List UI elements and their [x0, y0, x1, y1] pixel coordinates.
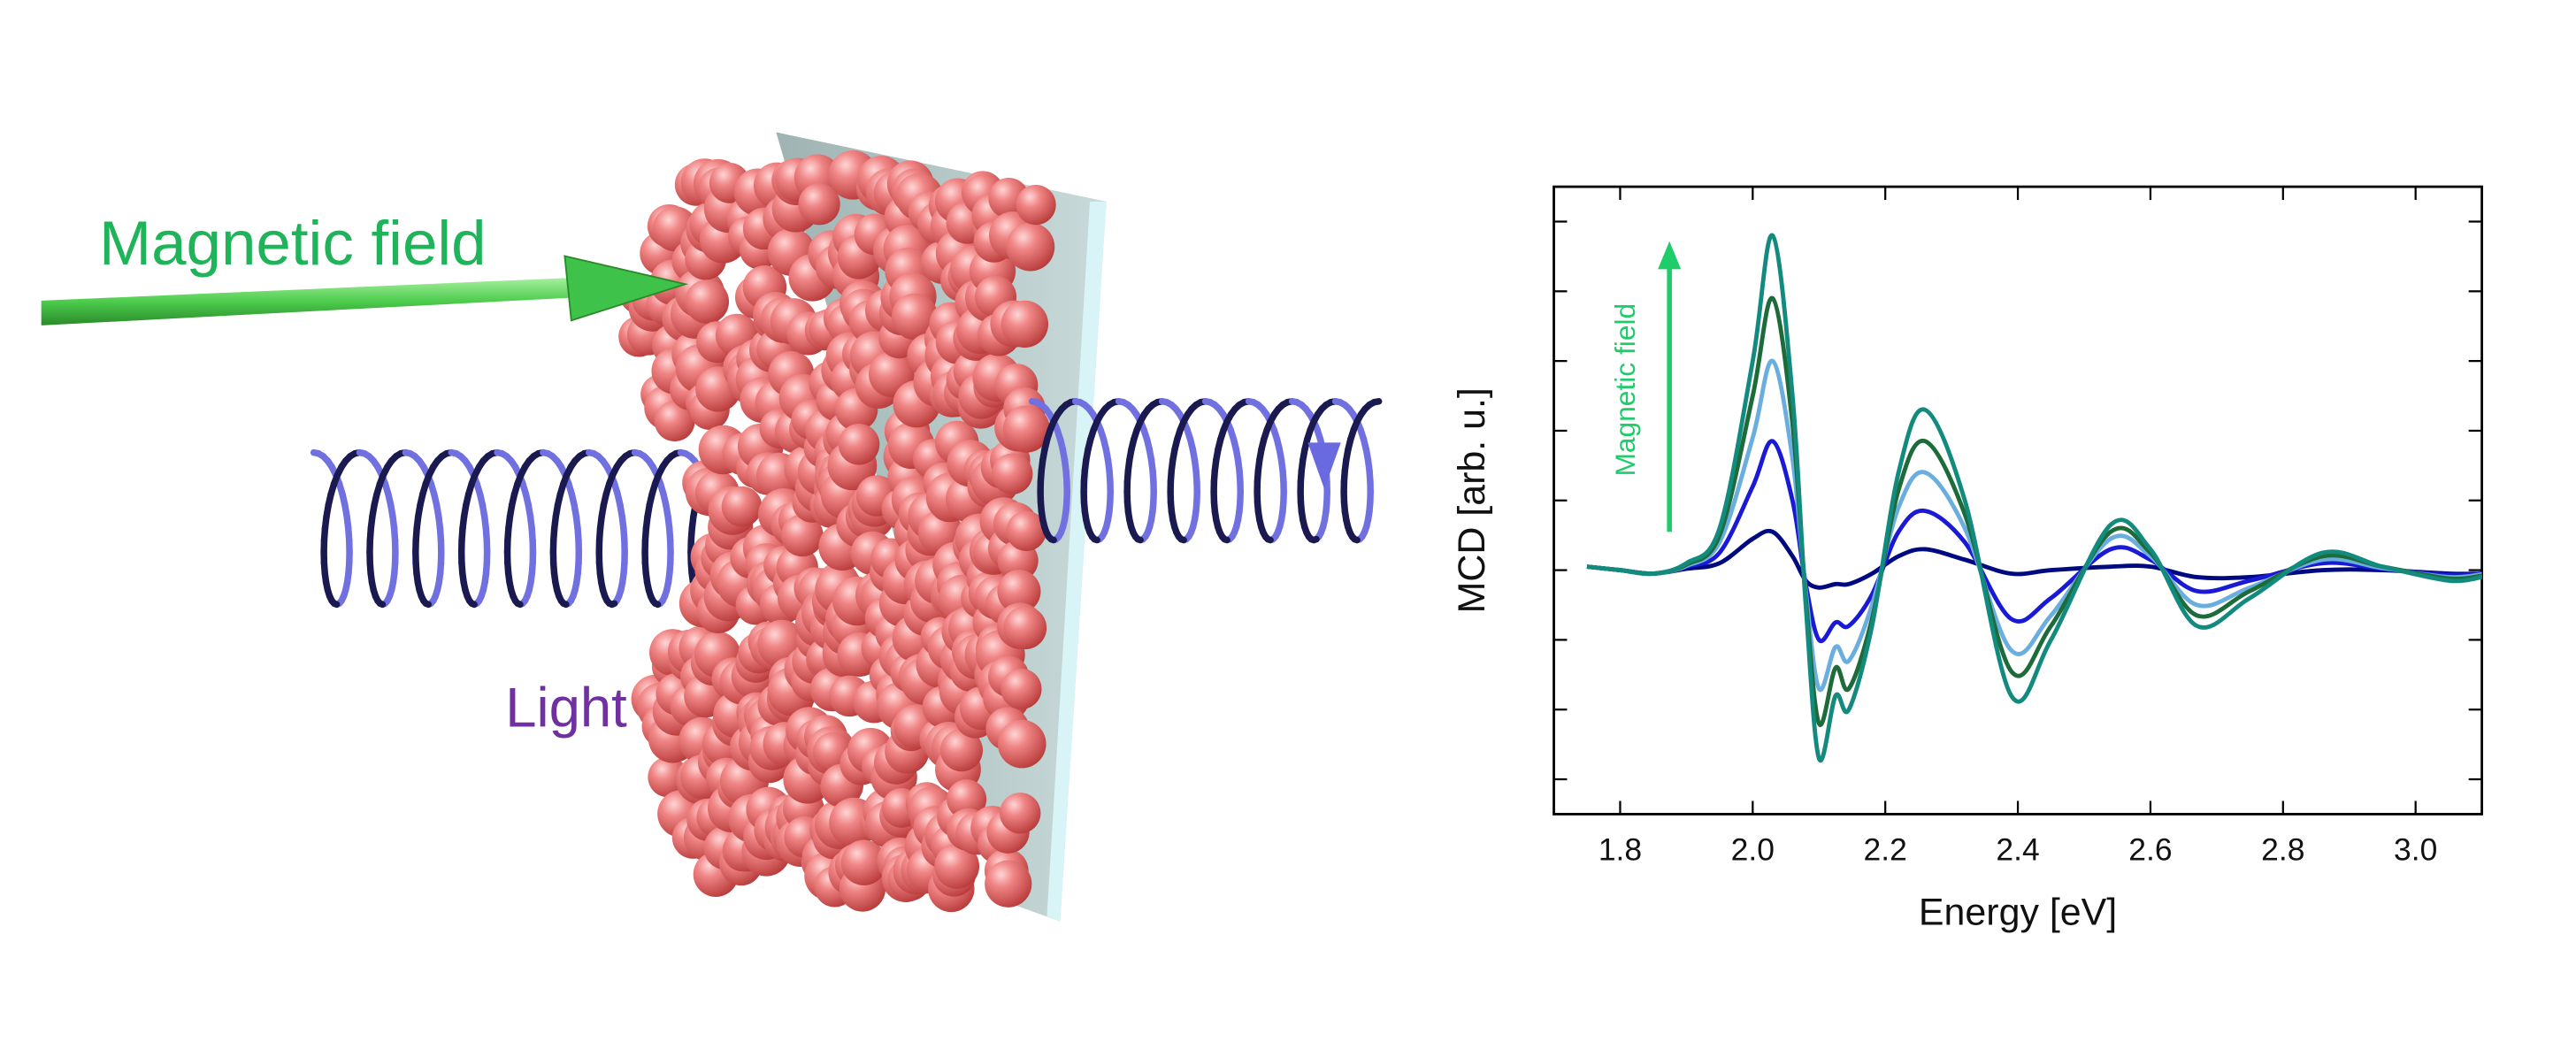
illustration [310, 132, 1383, 922]
x-tick-label: 2.6 [2128, 832, 2172, 868]
nanoparticle [1006, 222, 1055, 272]
x-axis-title: Energy [eV] [1919, 892, 2117, 934]
nanoparticle [1000, 300, 1049, 349]
x-tick-label: 2.8 [2261, 832, 2304, 868]
nanoparticle [1000, 668, 1042, 709]
nanoparticle [891, 293, 939, 341]
light-helix-in [310, 448, 731, 609]
x-tick-label: 2.2 [1864, 832, 1907, 868]
nanoparticle [939, 729, 983, 772]
substrate-edge [1046, 201, 1107, 922]
nanoparticle [947, 779, 987, 820]
nanoparticle [985, 860, 1032, 908]
x-tick-label: 2.4 [1996, 832, 2039, 868]
field-arrow [41, 255, 689, 326]
mcd-curve [1586, 528, 2482, 590]
y-axis-title: MCD [arb. u.] [1451, 387, 1493, 613]
nanoparticle [685, 280, 730, 324]
nanoparticle [654, 401, 695, 442]
nanoparticle [992, 453, 1033, 494]
light-label: Light [505, 677, 627, 739]
nanoparticle [798, 183, 840, 226]
mcd-curve [1586, 295, 2482, 728]
arrow-head [564, 255, 689, 322]
nanoparticle [997, 719, 1046, 769]
nanoparticle [1003, 606, 1047, 650]
light-arrow-head [1307, 442, 1341, 489]
light-helix-out [1028, 398, 1383, 544]
arrow-shaft [41, 277, 579, 326]
nanoparticle [781, 514, 824, 557]
nanoparticle [997, 570, 1041, 614]
nanoparticles [618, 149, 1056, 913]
x-tick-label: 3.0 [2394, 832, 2437, 868]
x-tick-label: 1.8 [1598, 832, 1642, 868]
nanoparticle [721, 486, 763, 527]
nanoparticle [1006, 510, 1046, 551]
field-label: Magnetic field [99, 209, 487, 279]
nanoparticle [1016, 184, 1056, 226]
mcd-curve [1586, 233, 2482, 763]
plot-frame [1552, 185, 2483, 816]
nanoparticle [840, 839, 887, 885]
annotation-arrow-head [1658, 241, 1682, 270]
x-tick-label: 2.0 [1731, 832, 1775, 868]
nanoparticle [838, 423, 880, 465]
nanoparticle [934, 843, 980, 889]
annotation: Magnetic field [1609, 303, 1641, 477]
nanoparticle [1002, 405, 1050, 453]
nanoparticle [1000, 793, 1041, 834]
chart: 1.8 2.0 2.2 2.4 2.6 2.8 3.0 Energy [eV] MCD [arb… [1451, 185, 2483, 934]
mcd-curve [1586, 439, 2482, 644]
